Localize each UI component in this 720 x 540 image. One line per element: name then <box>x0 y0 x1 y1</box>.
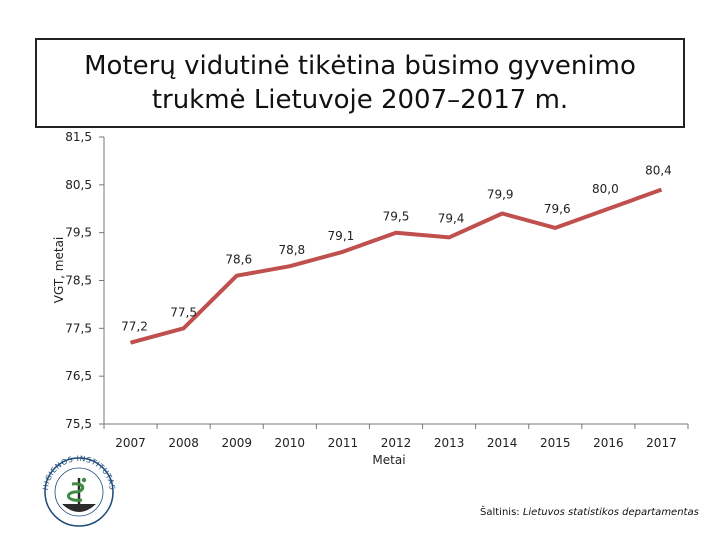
hygiene-institute-logo-icon: HIGIENOS INSTITUTAS <box>41 454 116 527</box>
y-tick-label: 79,5 <box>65 226 92 240</box>
data-label: 79,5 <box>383 210 410 224</box>
data-labels: 77,2 77,5 78,6 78,8 79,1 79,5 79,4 79,9 79,6 80,0… <box>121 164 672 334</box>
x-tick-label: 2012 <box>381 436 412 450</box>
title-box: Moterų vidutinė tikėtina būsimo gyvenimo… <box>35 38 685 128</box>
series-line <box>129 187 663 345</box>
x-axis-title: Metai <box>372 453 405 467</box>
y-ticks: 75,5 76,5 77,5 78,5 79,5 80,5 81,5 <box>65 130 104 431</box>
x-ticks: 2007 2008 2009 2010 2011 2012 2013 2014 2015 2016… <box>103 424 689 450</box>
y-tick-label: 81,5 <box>65 130 92 144</box>
data-label: 79,9 <box>487 188 514 202</box>
y-axis-title: VGT, metai <box>52 237 66 304</box>
y-tick-label: 75,5 <box>65 417 92 431</box>
x-tick-label: 2011 <box>328 436 359 450</box>
data-label: 77,2 <box>121 320 148 334</box>
y-tick-label: 76,5 <box>65 369 92 383</box>
source-note: Šaltinis: Lietuvos statistikos departame… <box>480 507 699 518</box>
x-tick-label: 2015 <box>540 436 571 450</box>
y-tick-label: 78,5 <box>65 274 92 288</box>
x-tick-label: 2010 <box>275 436 306 450</box>
data-label: 79,4 <box>438 211 465 225</box>
x-tick-label: 2016 <box>593 436 624 450</box>
y-tick-label: 77,5 <box>65 321 92 335</box>
y-tick-label: 80,5 <box>65 178 92 192</box>
data-label: 79,1 <box>328 229 355 243</box>
data-label: 80,0 <box>592 182 619 196</box>
x-tick-label: 2014 <box>487 436 518 450</box>
x-tick-label: 2017 <box>646 436 677 450</box>
x-tick-label: 2007 <box>115 436 146 450</box>
data-label: 80,4 <box>645 164 672 178</box>
data-label: 79,6 <box>544 202 571 216</box>
source-prefix: Šaltinis: <box>480 507 523 518</box>
data-label: 78,8 <box>278 243 305 257</box>
data-label: 77,5 <box>170 305 197 319</box>
data-label: 78,6 <box>225 253 252 267</box>
page-title: Moterų vidutinė tikėtina būsimo gyvenimo… <box>84 51 636 115</box>
x-tick-label: 2008 <box>168 436 199 450</box>
source-name: Lietuvos statistikos departamentas <box>522 507 699 518</box>
x-tick-label: 2013 <box>434 436 465 450</box>
chart-axes <box>103 137 688 425</box>
x-tick-label: 2009 <box>221 436 252 450</box>
